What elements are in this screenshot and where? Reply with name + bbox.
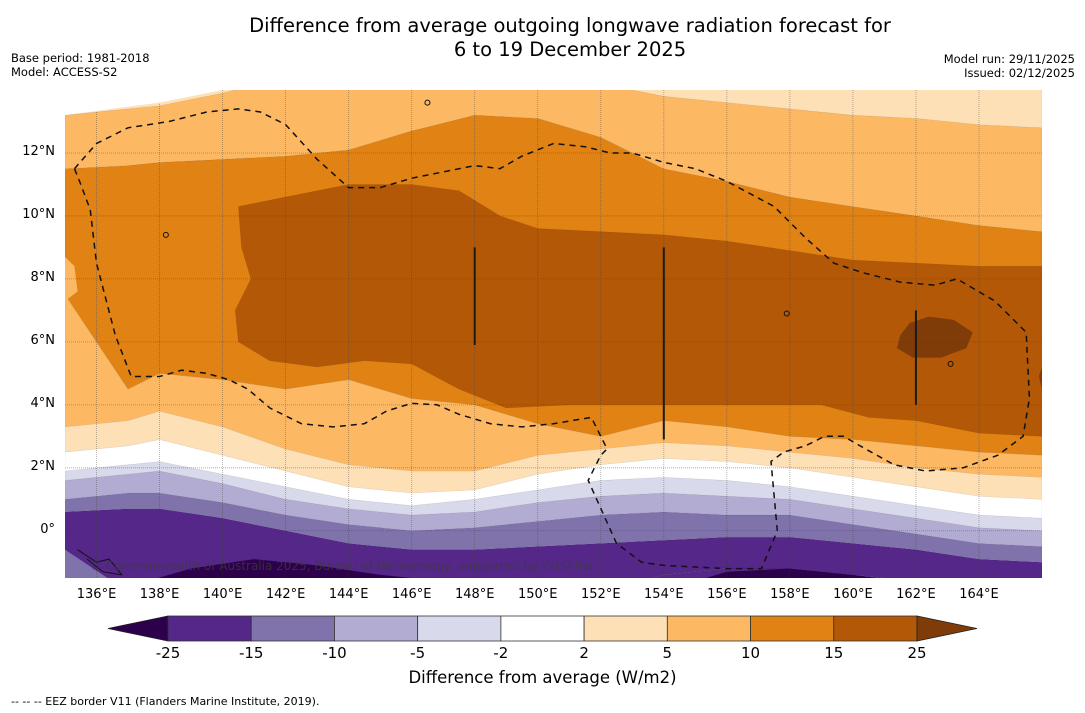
eez-borders bbox=[73, 108, 1031, 570]
chart-title-line2: 6 to 19 December 2025 bbox=[453, 38, 687, 61]
band-neg5-to-neg10 bbox=[65, 470, 1042, 547]
x-tick-label: 150°E bbox=[517, 587, 558, 602]
colorbar-swatch bbox=[833, 615, 918, 642]
x-tick-label: 144°E bbox=[328, 587, 369, 602]
colorbar-swatch bbox=[250, 615, 335, 642]
x-tick-label: 148°E bbox=[454, 587, 495, 602]
colorbar-tick-label: -25 bbox=[155, 644, 181, 662]
x-tick-label: 136°E bbox=[76, 587, 117, 602]
x-tick-label: 140°E bbox=[202, 587, 243, 602]
y-tick-label: 12°N bbox=[22, 143, 55, 159]
contour-bands bbox=[65, 90, 1042, 578]
model-name: Model: ACCESS-S2 bbox=[11, 65, 118, 79]
base-period: Base period: 1981-2018 bbox=[11, 51, 150, 65]
colorbar-swatch bbox=[583, 615, 668, 642]
y-tick-label: 2°N bbox=[30, 458, 56, 474]
y-tick-label: 6°N bbox=[30, 332, 56, 348]
x-tick-label: 162°E bbox=[896, 587, 936, 602]
colorbar-extend-low bbox=[107, 615, 169, 642]
x-tick-label: 156°E bbox=[707, 587, 747, 602]
colorbar-swatch bbox=[334, 615, 419, 642]
y-tick-label: 10°N bbox=[22, 206, 55, 222]
eez-border-line bbox=[73, 108, 1031, 570]
x-tick-label: 158°E bbox=[770, 587, 810, 602]
band-below-neg25-west bbox=[157, 559, 412, 578]
colorbar-extend-high bbox=[916, 615, 978, 642]
eez-footnote: -- -- -- EEZ border V11 (Flanders Marine… bbox=[11, 695, 320, 708]
x-tick-label: 142°E bbox=[265, 587, 306, 602]
chart-title: Difference from average outgoing longwav… bbox=[0, 14, 1085, 62]
x-tick-label: 164°E bbox=[959, 587, 999, 602]
x-tick-label: 154°E bbox=[644, 587, 684, 602]
band-5-to-10-north bbox=[65, 90, 1042, 232]
y-tick-label: 8°N bbox=[30, 269, 56, 285]
island-outline bbox=[424, 99, 431, 106]
plot-top-mask bbox=[65, 80, 1042, 116]
colorbar-tick-label: 10 bbox=[741, 644, 761, 662]
band-above-25-edge bbox=[1038, 367, 1042, 390]
colorbar-tick-label: -5 bbox=[410, 644, 426, 662]
chart-title-line1: Difference from average outgoing longwav… bbox=[249, 14, 891, 37]
copyright-notice: © Commonwealth of Australia 2025, Bureau… bbox=[90, 559, 596, 573]
issued-date: Issued: 02/12/2025 bbox=[964, 66, 1075, 80]
meta-info-right: Model run: 29/11/2025 Issued: 02/12/2025 bbox=[944, 52, 1075, 80]
y-tick-label: 0° bbox=[40, 521, 55, 537]
colorbar-swatch bbox=[750, 615, 835, 642]
x-tick-label: 152°E bbox=[581, 587, 621, 602]
colorbar bbox=[107, 615, 978, 642]
band-neg10-to-neg15-corner bbox=[65, 549, 108, 578]
coastline-new-guinea bbox=[77, 549, 123, 576]
colorbar-tick-label: 25 bbox=[907, 644, 927, 662]
island-outline bbox=[947, 360, 954, 367]
colorbar-tick-label: 15 bbox=[824, 644, 844, 662]
colorbar-tick-label: -10 bbox=[322, 644, 347, 662]
colorbar-swatch bbox=[666, 615, 751, 642]
band-15-to-25 bbox=[234, 184, 1042, 437]
colorbar-tick-label: 5 bbox=[662, 644, 673, 662]
island-outline bbox=[783, 310, 790, 317]
meta-info-left: Base period: 1981-2018 Model: ACCESS-S2 bbox=[11, 51, 150, 79]
colorbar-swatch bbox=[417, 615, 502, 642]
band-below-neg25-east bbox=[705, 568, 877, 578]
colorbar-swatch bbox=[500, 615, 585, 642]
colorbar-tick-label: 2 bbox=[579, 644, 589, 662]
colorbar-tick-label: -15 bbox=[238, 644, 264, 662]
band-2-to-5-north bbox=[65, 90, 1042, 129]
x-tick-label: 160°E bbox=[833, 587, 873, 602]
x-tick-label: 138°E bbox=[139, 587, 180, 602]
model-run-date: Model run: 29/11/2025 bbox=[943, 52, 1075, 66]
island-outline bbox=[162, 231, 169, 238]
colorbar-tick-label: -2 bbox=[493, 644, 509, 662]
colorbar-label: Difference from average (W/m2) bbox=[408, 668, 677, 687]
y-tick-label: 4°N bbox=[30, 395, 56, 411]
x-tick-label: 146°E bbox=[391, 587, 432, 602]
colorbar-swatch bbox=[167, 615, 252, 642]
band-5-to-10-patch bbox=[65, 256, 78, 301]
